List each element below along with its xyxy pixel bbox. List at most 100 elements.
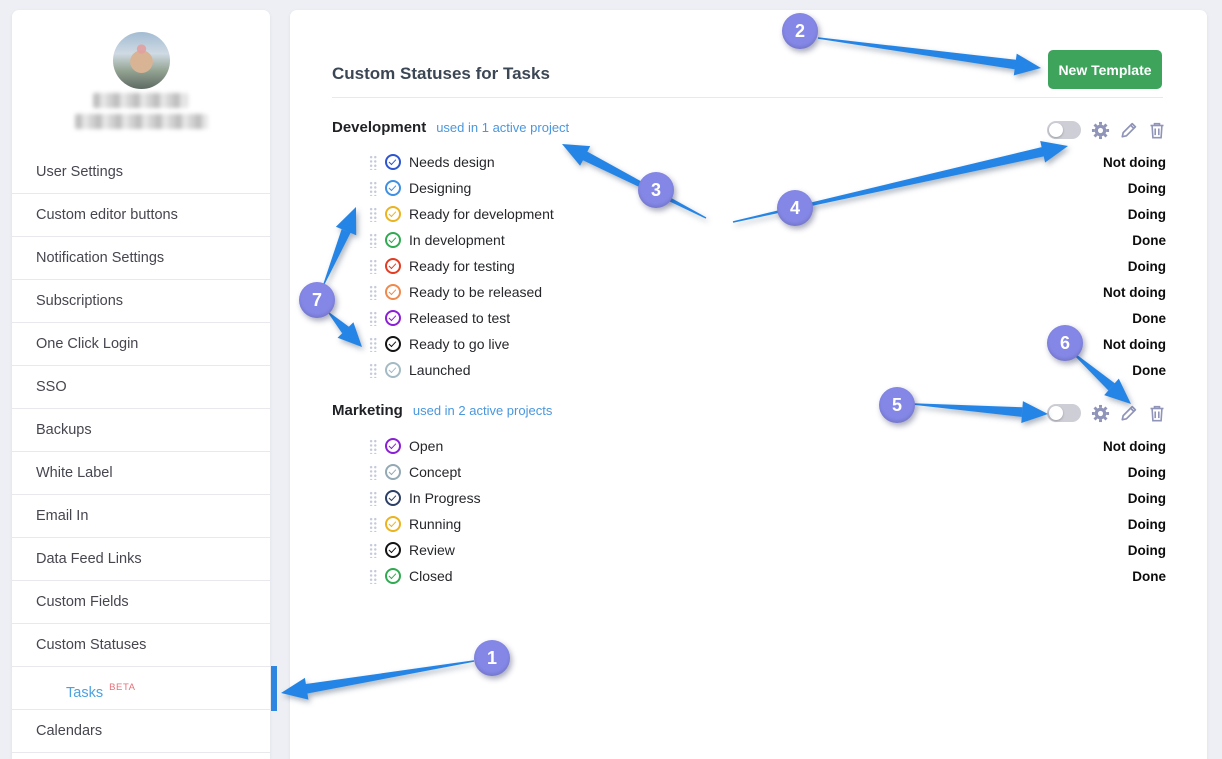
template-usage-link[interactable]: used in 1 active project xyxy=(436,120,570,135)
template-name: Development xyxy=(332,119,427,136)
drag-handle-icon[interactable] xyxy=(369,180,377,196)
drag-handle-icon[interactable] xyxy=(369,490,377,506)
drag-handle-icon[interactable] xyxy=(369,336,377,352)
status-row: Ready to go live Not doing xyxy=(369,331,1166,357)
check-circle-icon xyxy=(385,336,401,352)
sidebar-item-sso[interactable]: SSO xyxy=(12,366,270,409)
divider xyxy=(332,97,1163,98)
status-label: Launched xyxy=(409,362,471,378)
status-row: Ready for testing Doing xyxy=(369,253,1166,279)
drag-handle-icon[interactable] xyxy=(369,232,377,248)
status-row: Running Doing xyxy=(369,511,1166,537)
status-row: Review Doing xyxy=(369,537,1166,563)
status-label: Ready to be released xyxy=(409,284,543,300)
custom-statuses-panel: Custom Statuses for Tasks New Template D… xyxy=(290,10,1207,759)
check-circle-icon xyxy=(385,258,401,274)
check-circle-icon xyxy=(385,232,401,248)
status-meaning: Doing xyxy=(1127,180,1166,196)
check-circle-icon xyxy=(385,464,401,480)
check-circle-icon xyxy=(385,206,401,222)
status-label: Concept xyxy=(409,464,462,480)
gear-icon[interactable] xyxy=(1091,121,1110,140)
trash-icon[interactable] xyxy=(1148,404,1166,423)
new-template-button[interactable]: New Template xyxy=(1048,50,1162,89)
drag-handle-icon[interactable] xyxy=(369,206,377,222)
drag-handle-icon[interactable] xyxy=(369,362,377,378)
sidebar-item-calendars[interactable]: Calendars xyxy=(12,710,270,753)
sidebar-item-subscriptions[interactable]: Subscriptions xyxy=(12,280,270,323)
status-label: In development xyxy=(409,232,505,248)
check-circle-icon xyxy=(385,154,401,170)
sidebar-item-white-label[interactable]: White Label xyxy=(12,452,270,495)
status-label: In Progress xyxy=(409,490,481,506)
status-label: Ready to go live xyxy=(409,336,510,352)
template-toggle[interactable] xyxy=(1047,121,1081,139)
sidebar-item-user-settings[interactable]: User Settings xyxy=(12,151,270,194)
template-toggle[interactable] xyxy=(1047,404,1081,422)
status-label: Open xyxy=(409,438,444,454)
sidebar-item-one-click-login[interactable]: One Click Login xyxy=(12,323,270,366)
sidebar-item-backups[interactable]: Backups xyxy=(12,409,270,452)
status-row: Ready for development Doing xyxy=(369,201,1166,227)
sidebar-item-tasks[interactable]: Tasks BETA xyxy=(12,667,270,710)
user-name-redacted xyxy=(93,93,188,108)
status-row: In Progress Doing xyxy=(369,485,1166,511)
status-label: Review xyxy=(409,542,455,558)
status-meaning: Doing xyxy=(1127,490,1166,506)
check-circle-icon xyxy=(385,310,401,326)
sidebar-item-custom-fields[interactable]: Custom Fields xyxy=(12,581,270,624)
sidebar-item-notification-settings[interactable]: Notification Settings xyxy=(12,237,270,280)
status-label: Running xyxy=(409,516,462,532)
status-meaning: Doing xyxy=(1127,516,1166,532)
status-label: Ready for testing xyxy=(409,258,515,274)
status-meaning: Not doing xyxy=(1103,284,1166,300)
drag-handle-icon[interactable] xyxy=(369,154,377,170)
sidebar-item-custom-editor-buttons[interactable]: Custom editor buttons xyxy=(12,194,270,237)
status-meaning: Done xyxy=(1132,362,1166,378)
user-company-redacted xyxy=(75,114,208,129)
check-circle-icon xyxy=(385,180,401,196)
drag-handle-icon[interactable] xyxy=(369,568,377,584)
status-meaning: Done xyxy=(1132,568,1166,584)
status-label: Designing xyxy=(409,180,472,196)
gear-icon[interactable] xyxy=(1091,404,1110,423)
template-usage-link[interactable]: used in 2 active projects xyxy=(412,403,553,418)
drag-handle-icon[interactable] xyxy=(369,258,377,274)
status-row: Open Not doing xyxy=(369,433,1166,459)
pencil-icon[interactable] xyxy=(1120,404,1138,422)
drag-handle-icon[interactable] xyxy=(369,310,377,326)
drag-handle-icon[interactable] xyxy=(369,464,377,480)
status-meaning: Doing xyxy=(1127,258,1166,274)
status-label: Closed xyxy=(409,568,453,584)
status-meaning: Doing xyxy=(1127,464,1166,480)
drag-handle-icon[interactable] xyxy=(369,542,377,558)
check-circle-icon xyxy=(385,568,401,584)
sidebar-item-custom-statuses[interactable]: Custom Statuses xyxy=(12,624,270,667)
template-name: Marketing xyxy=(332,402,403,419)
sidebar-item-data-feed-links[interactable]: Data Feed Links xyxy=(12,538,270,581)
avatar xyxy=(113,32,170,89)
drag-handle-icon[interactable] xyxy=(369,516,377,532)
template-header-development: Development used in 1 active project xyxy=(332,119,1166,141)
status-meaning: Done xyxy=(1132,310,1166,326)
status-row: Ready to be released Not doing xyxy=(369,279,1166,305)
page-title: Custom Statuses for Tasks xyxy=(332,64,550,83)
status-row: Needs design Not doing xyxy=(369,149,1166,175)
active-item-indicator xyxy=(271,666,277,711)
template-header-marketing: Marketing used in 2 active projects xyxy=(332,402,1166,424)
check-circle-icon xyxy=(385,490,401,506)
sidebar-menu: User Settings Custom editor buttons Noti… xyxy=(12,151,270,753)
trash-icon[interactable] xyxy=(1148,121,1166,140)
pencil-icon[interactable] xyxy=(1120,121,1138,139)
status-meaning: Doing xyxy=(1127,206,1166,222)
drag-handle-icon[interactable] xyxy=(369,284,377,300)
status-meaning: Doing xyxy=(1127,542,1166,558)
sidebar-item-email-in[interactable]: Email In xyxy=(12,495,270,538)
status-row: Concept Doing xyxy=(369,459,1166,485)
status-label: Needs design xyxy=(409,154,495,170)
status-row: Designing Doing xyxy=(369,175,1166,201)
status-row: Released to test Done xyxy=(369,305,1166,331)
status-label: Released to test xyxy=(409,310,511,326)
drag-handle-icon[interactable] xyxy=(369,438,377,454)
